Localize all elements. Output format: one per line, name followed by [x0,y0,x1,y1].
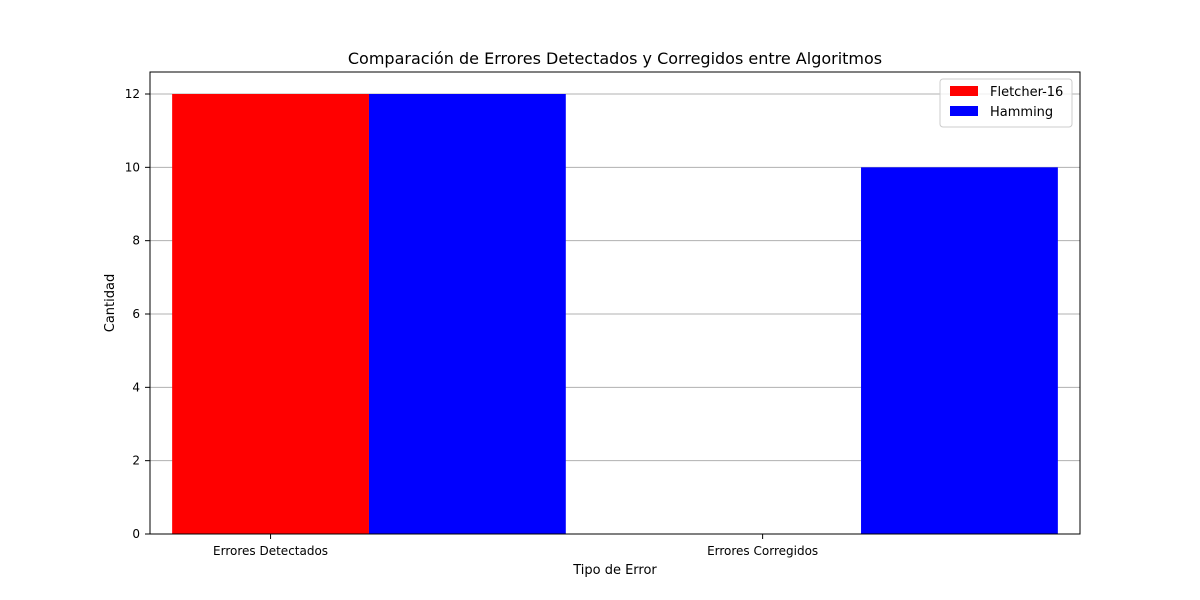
plot-frame [149,71,1081,535]
chart-title: Comparación de Errores Detectados y Corr… [348,49,882,68]
bar-fletcher-16-0 [172,94,369,534]
y-tick-label: 4 [132,380,140,394]
bar-hamming-0 [368,94,566,534]
y-tick-label: 0 [132,527,140,541]
y-tick-label: 2 [132,454,140,468]
x-axis-label: Tipo de Error [572,563,657,578]
y-axis-ticks: 0 2 4 6 8 10 12 [125,87,150,541]
x-tick-label: Errores Detectados [213,544,328,558]
y-tick-label: 12 [125,87,140,101]
y-axis-label: Cantidad [103,274,118,332]
legend-label-hamming: Hamming [990,105,1053,120]
legend-swatch-fletcher [950,86,978,96]
legend: Fletcher-16 Hamming [939,78,1073,128]
legend-label-fletcher: Fletcher-16 [990,85,1063,100]
y-tick-label: 10 [125,160,140,174]
y-tick-label: 8 [132,234,140,248]
bar-hamming-1 [861,167,1058,535]
legend-swatch-hamming [950,106,978,116]
x-axis-ticks: Errores Detectados Errores Corregidos [213,534,818,558]
y-tick-label: 6 [132,307,140,321]
x-tick-label: Errores Corregidos [707,544,818,558]
bars [172,94,1058,535]
